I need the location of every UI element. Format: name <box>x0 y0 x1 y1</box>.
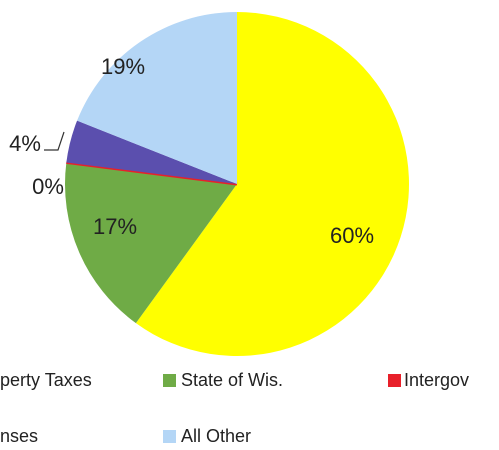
pie-slice <box>66 120 238 184</box>
data-label: 4% <box>9 131 41 156</box>
pie-slice <box>77 12 237 184</box>
legend-swatch <box>163 374 176 387</box>
legend-label: All Other <box>181 426 251 446</box>
leader-line <box>44 131 65 151</box>
data-label: 17% <box>93 214 137 239</box>
legend-label: nses <box>0 426 38 446</box>
legend-swatch <box>388 374 401 387</box>
legend-label: perty Taxes <box>0 370 92 390</box>
legend-swatch <box>163 430 176 443</box>
data-label: 0% <box>32 174 64 199</box>
legend-label: Intergov <box>404 370 469 390</box>
pie-slice <box>135 12 410 357</box>
data-label: 60% <box>330 223 374 248</box>
pie-slice <box>65 162 237 324</box>
data-label: 19% <box>101 54 145 79</box>
legend-label: State of Wis. <box>181 370 283 390</box>
